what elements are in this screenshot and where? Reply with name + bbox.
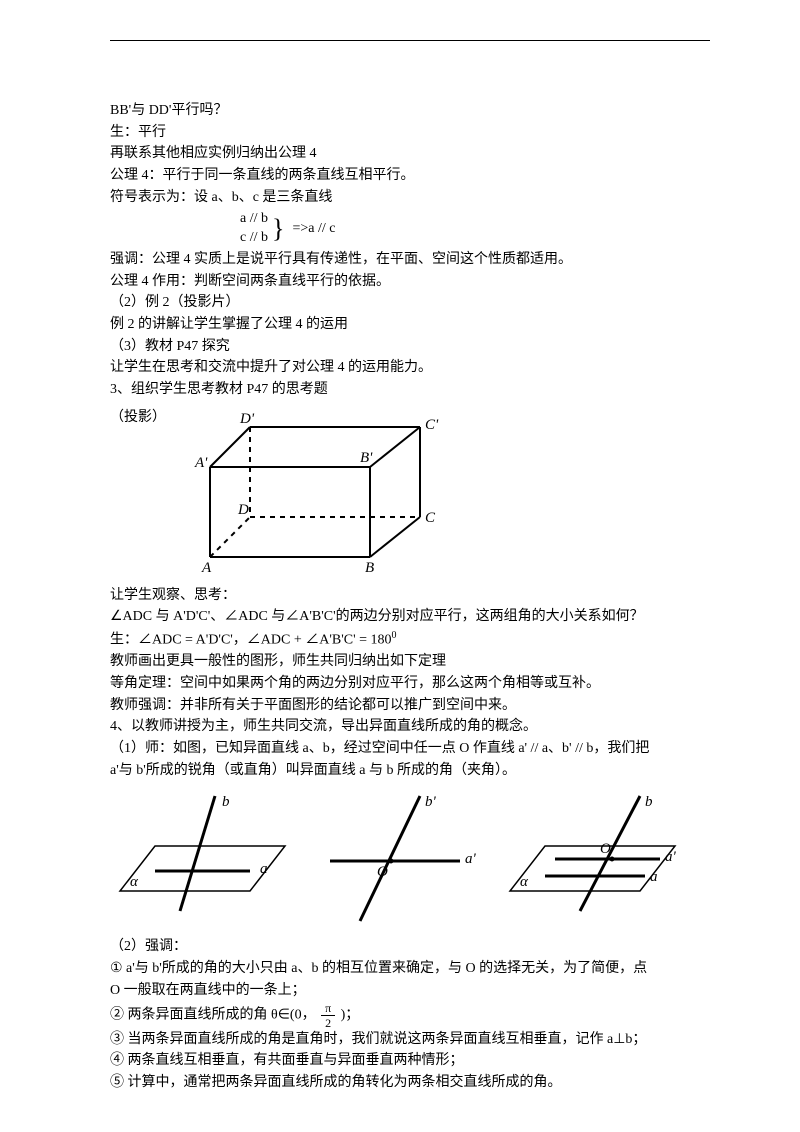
text-line: BB'与 DD'平行吗？	[110, 100, 710, 122]
text-line: 公理 4 作用：判断空间两条直线平行的依据。	[110, 271, 710, 293]
text-fragment: ② 两条异面直线所成的角 θ∈(0，	[110, 1007, 316, 1022]
text-line: （2）例 2（投影片）	[110, 292, 710, 314]
text-line: 公理 4：平行于同一条直线的两条直线互相平行。	[110, 165, 710, 187]
text-line: a'与 b'所成的锐角（或直角）叫异面直线 a 与 b 所成的角（夹角）。	[110, 760, 710, 782]
text-line: 教师强调：并非所有关于平面图形的结论都可以推广到空间中来。	[110, 695, 710, 717]
text-fragment: 生：∠ADC = A'D'C'，∠ADC + ∠A'B'C' = 180	[110, 633, 392, 648]
text-line: 3、组织学生思考教材 P47 的思考题	[110, 379, 710, 401]
text-line: 等角定理：空间中如果两个角的两边分别对应平行，那么这两个角相等或互补。	[110, 673, 710, 695]
text-line: 生：平行	[110, 122, 710, 144]
text-line: 4、以教师讲授为主，师生共同交流，导出异面直线所成的角的概念。	[110, 716, 710, 738]
angle-label: α	[520, 874, 529, 890]
formula-result: =>a // c	[292, 218, 335, 240]
fraction: π 2	[321, 1002, 335, 1029]
text-line: O 一般取在两直线中的一条上；	[110, 980, 710, 1002]
cube-label: A	[201, 560, 212, 576]
text-line: ② 两条异面直线所成的角 θ∈(0， π 2 )；	[110, 1002, 710, 1029]
text-line: ∠ADC 与 A'D'C'、∠ADC 与∠A'B'C'的两边分别对应平行，这两组…	[110, 606, 710, 628]
cube-label: A'	[194, 455, 208, 471]
text-line: （1）师：如图，已知异面直线 a、b，经过空间中任一点 O 作直线 a' // …	[110, 738, 710, 760]
fraction-num: π	[321, 1002, 335, 1016]
cube-label: D	[237, 502, 249, 518]
angle-label: α	[130, 874, 139, 890]
formula-item: a // b	[240, 210, 268, 228]
angle-label: O	[600, 841, 611, 857]
text-line: （3）教材 P47 探究	[110, 336, 710, 358]
content-column: BB'与 DD'平行吗？ 生：平行 再联系其他相应实例归纳出公理 4 公理 4：…	[110, 100, 710, 1094]
fraction-den: 2	[325, 1016, 331, 1029]
angle-label: O	[377, 864, 388, 880]
cube-label: D'	[239, 411, 255, 427]
document-page: BB'与 DD'平行吗？ 生：平行 再联系其他相应实例归纳出公理 4 公理 4：…	[0, 0, 800, 1132]
angle-diagram-3: b a' a O α	[500, 791, 685, 926]
angle-figures-row: b a α b' a' O	[110, 791, 710, 926]
text-line: 强调：公理 4 实质上是说平行具有传递性，在平面、空间这个性质都适用。	[110, 249, 710, 271]
angle-label: b	[222, 794, 230, 810]
cube-figure-row: （投影）	[110, 407, 710, 577]
angle-label: a	[260, 861, 268, 877]
text-line: 让学生在思考和交流中提升了对公理 4 的运用能力。	[110, 357, 710, 379]
text-fragment: )；	[341, 1007, 360, 1022]
text-line: ③ 当两条异面直线所成的角是直角时，我们就说这两条异面直线互相垂直，记作 a⊥b…	[110, 1029, 710, 1051]
angle-label: a'	[665, 849, 677, 865]
superscript: 0	[392, 630, 397, 641]
angle-label: b	[645, 794, 653, 810]
angle-label: a'	[465, 851, 477, 867]
text-line: （2）强调：	[110, 936, 710, 958]
cube-label: B'	[360, 450, 373, 466]
angle-diagram-1: b a α	[110, 791, 295, 926]
brace-icon: }	[272, 216, 284, 242]
cube-label: C	[425, 510, 436, 526]
cube-label: C'	[425, 417, 439, 433]
angle-diagram-2: b' a' O	[305, 791, 490, 926]
angle-label: b'	[425, 794, 437, 810]
text-line: ④ 两条直线互相垂直，有共面垂直与异面垂直两种情形；	[110, 1050, 710, 1072]
angle-label: a	[650, 869, 658, 885]
formula-left: a // b c // b	[240, 210, 268, 246]
text-line: 例 2 的讲解让学生掌握了公理 4 的运用	[110, 314, 710, 336]
cube-label: B	[365, 560, 374, 576]
text-line: 生：∠ADC = A'D'C'，∠ADC + ∠A'B'C' = 1800	[110, 628, 710, 651]
text-line: 让学生观察、思考：	[110, 585, 710, 607]
text-line: ① a'与 b'所成的角的大小只由 a、b 的相互位置来确定，与 O 的选择无关…	[110, 958, 710, 980]
formula-item: c // b	[240, 229, 268, 247]
text-line: 符号表示为：设 a、b、c 是三条直线	[110, 187, 710, 209]
text-line: ⑤ 计算中，通常把两条异面直线所成的角转化为两条相交直线所成的角。	[110, 1072, 710, 1094]
formula-block: a // b c // b } =>a // c	[240, 210, 710, 246]
figure-caption: （投影）	[110, 407, 180, 429]
text-line: 再联系其他相应实例归纳出公理 4	[110, 143, 710, 165]
cube-diagram: A B C D A' B' C' D'	[180, 407, 460, 577]
text-line: 教师画出更具一般性的图形，师生共同归纳出如下定理	[110, 651, 710, 673]
top-rule	[110, 40, 710, 41]
